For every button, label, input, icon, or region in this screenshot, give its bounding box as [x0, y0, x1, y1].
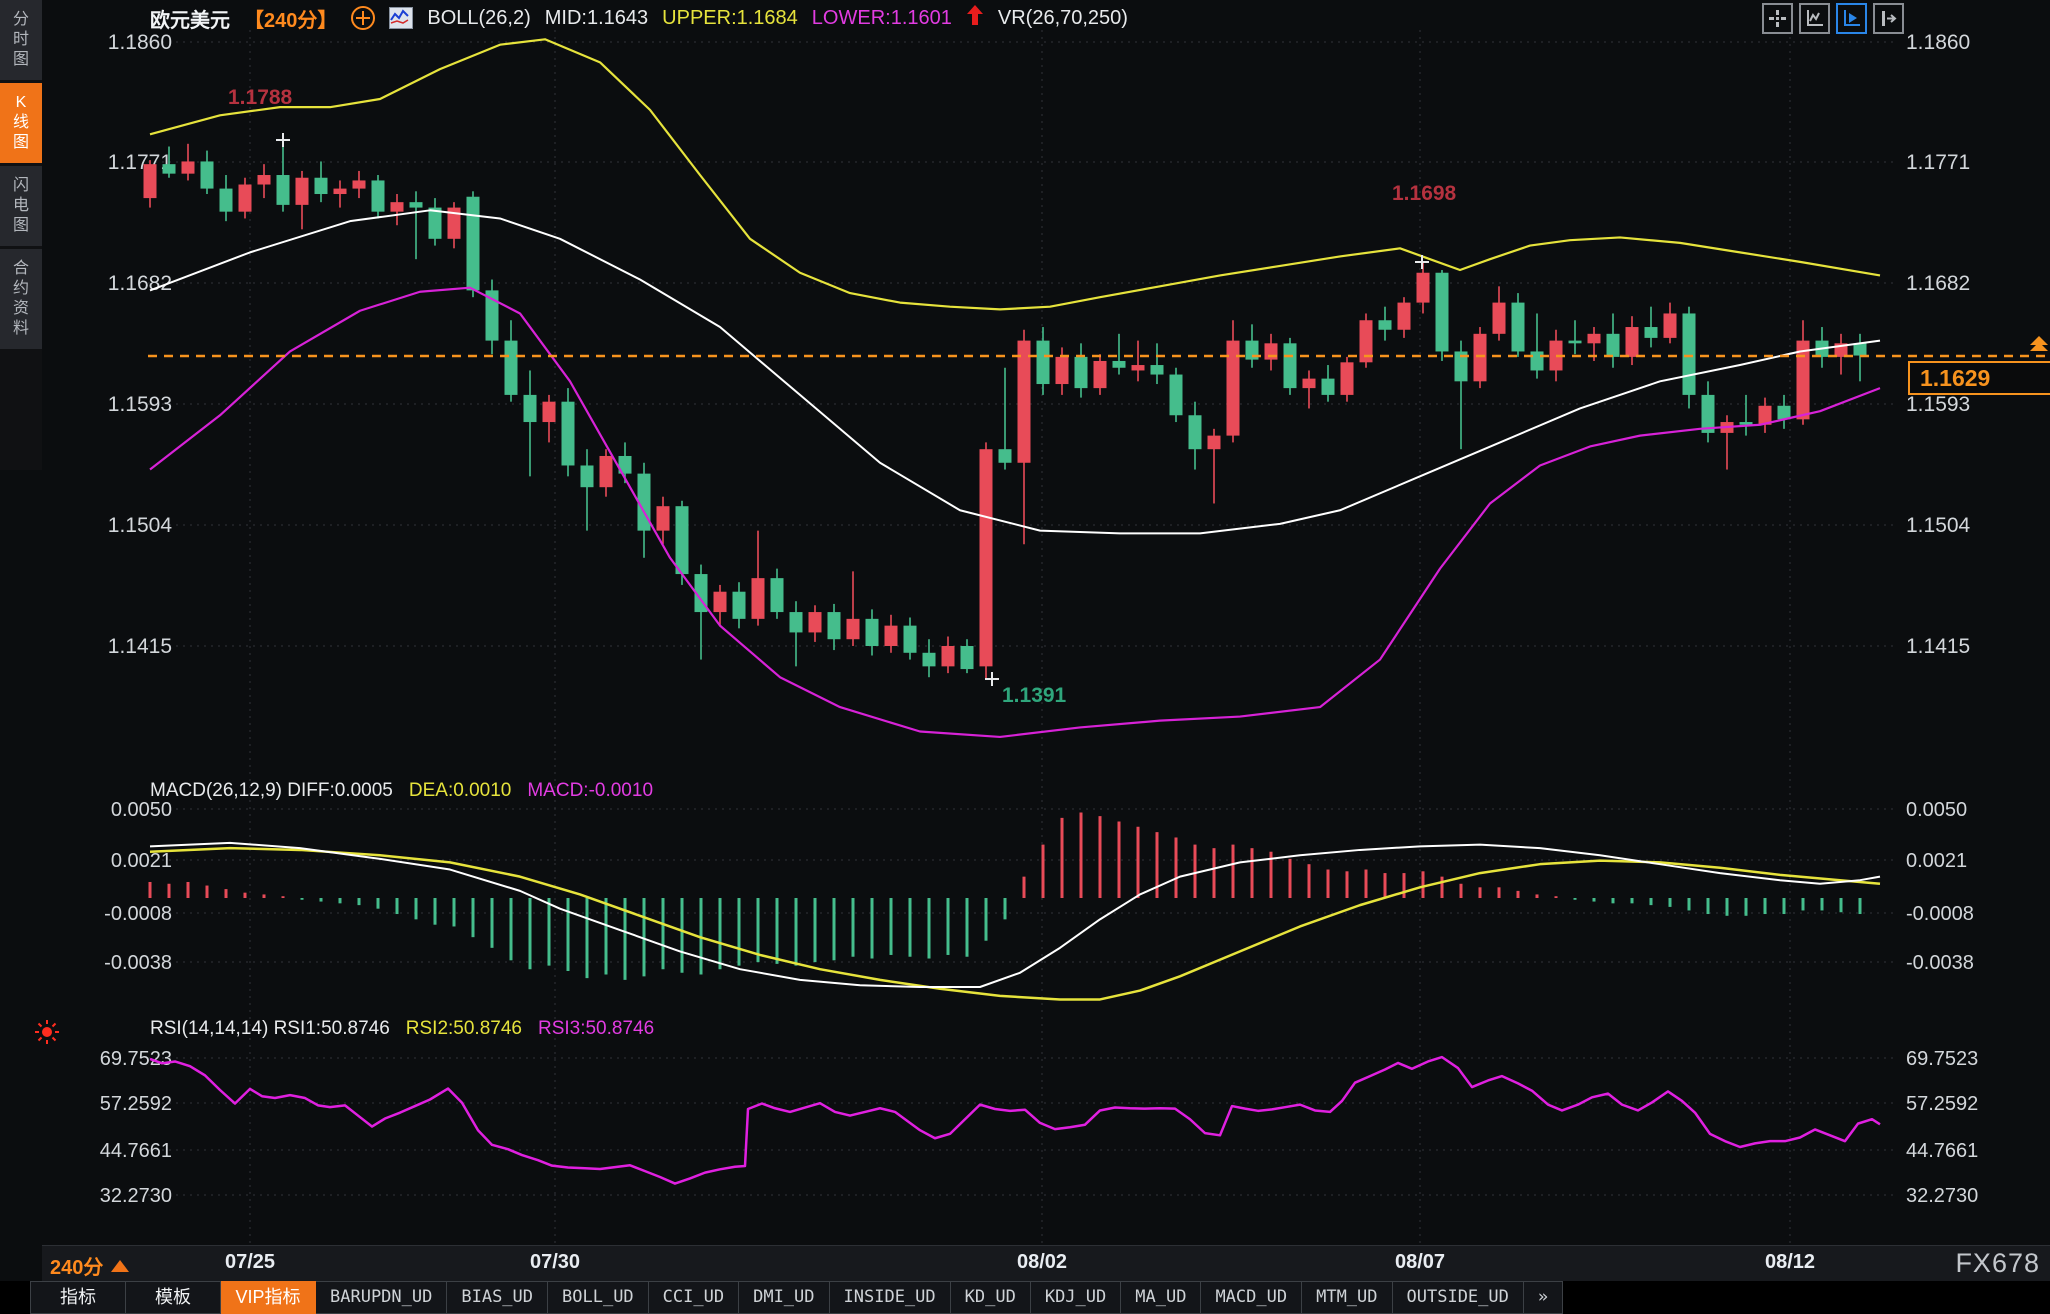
axis-label-left: 57.2592	[100, 1093, 172, 1115]
tab-mtm_ud[interactable]: MTM_UD	[1302, 1281, 1393, 1314]
axis-label-left: 1.1682	[108, 272, 172, 295]
axis-label-left: 0.0050	[111, 799, 172, 821]
axis-label-right: 1.1504	[1906, 514, 1971, 537]
interval-up-triangle-icon	[111, 1259, 130, 1272]
chart-header: 欧元美元 【240分】 BOLL(26,2) MID:1.1643 UPPER:…	[150, 4, 1128, 32]
tab-dmi_ud[interactable]: DMI_UD	[739, 1281, 830, 1314]
current-price-tag: 1.1629	[1908, 361, 2050, 395]
rsi2-value: RSI2:50.8746	[405, 1018, 522, 1039]
axis-label-left: -0.0038	[104, 952, 172, 974]
boll-lower-value: LOWER:1.1601	[811, 6, 952, 29]
tab-kd_ud[interactable]: KD_UD	[950, 1281, 1031, 1314]
macd-hist-value: MACD:-0.0010	[527, 780, 654, 801]
time-axis: 240分 07/25 07/30 08/02 08/07 08/12	[42, 1245, 2050, 1282]
axis-label-right: 57.2592	[1906, 1093, 1978, 1115]
add-circle-icon[interactable]	[351, 6, 376, 30]
axis-label-left: 32.2730	[100, 1185, 172, 1207]
axis-label-left: 1.1504	[108, 514, 173, 537]
axis-label-right: 69.7523	[1906, 1048, 1978, 1070]
price-annotation: 1.1391	[1002, 684, 1067, 707]
tab-barupdn_ud[interactable]: BARUPDN_UD	[316, 1281, 448, 1314]
tab-ma_ud[interactable]: MA_UD	[1121, 1281, 1202, 1314]
record-dot-icon	[34, 1019, 60, 1050]
axis-label-right: 32.2730	[1906, 1185, 1978, 1207]
tab-bias_ud[interactable]: BIAS_UD	[447, 1281, 549, 1314]
macd-dea-value: DEA:0.0010	[408, 780, 512, 801]
date-label: 07/25	[224, 1251, 276, 1273]
rsi3-value: RSI3:50.8746	[537, 1018, 655, 1039]
boll-label: BOLL(26,2)	[427, 6, 531, 29]
axis-label-right: -0.0038	[1906, 952, 1974, 974]
boll-upper-value: UPPER:1.1684	[662, 6, 798, 29]
price-annotation: 1.1698	[1392, 182, 1457, 205]
axis-label-right: 1.1771	[1906, 151, 1970, 174]
tab-cci_ud[interactable]: CCI_UD	[648, 1281, 740, 1314]
up-arrow-icon	[966, 4, 984, 32]
axis-label-left: 1.1415	[108, 635, 172, 658]
sidebar-item-2[interactable]: 闪电图	[0, 166, 42, 246]
date-label: 08/07	[1394, 1251, 1446, 1273]
axis-zoom-icon[interactable]	[1799, 3, 1830, 34]
axis-shift-icon[interactable]	[1873, 3, 1904, 34]
axis-label-right: 1.1860	[1906, 31, 1970, 54]
axis-label-right: 1.1682	[1906, 272, 1970, 295]
rsi1-value: RSI(14,14,14) RSI1:50.8746	[150, 1018, 390, 1039]
macd-diff-value: MACD(26,12,9) DIFF:0.0005	[150, 780, 393, 801]
tab--[interactable]: 指标	[30, 1281, 126, 1314]
price-annotation: 1.1788	[228, 86, 293, 109]
sidebar-item-3[interactable]: 合约资料	[0, 249, 42, 349]
tab--[interactable]: 模板	[126, 1281, 221, 1314]
sidebar-item-0[interactable]: 分时图	[0, 0, 42, 80]
interval-selector[interactable]: 240分	[50, 1251, 130, 1280]
symbol-title: 欧元美元	[150, 9, 230, 32]
tab-outside_ud[interactable]: OUTSIDE_UD	[1392, 1281, 1524, 1314]
date-label: 08/12	[1764, 1251, 1816, 1273]
tab--[interactable]: »	[1523, 1281, 1564, 1314]
tab-kdj_ud[interactable]: KDJ_UD	[1030, 1281, 1122, 1314]
axis-label-left: 69.7523	[100, 1048, 172, 1070]
date-label: 08/02	[1016, 1251, 1068, 1273]
pan-cross-icon[interactable]	[1762, 3, 1793, 34]
axis-label-left: 1.1860	[108, 31, 172, 54]
mini-chart-icon[interactable]	[389, 7, 414, 29]
axis-label-right: 0.0021	[1906, 850, 1967, 872]
axis-label-left: 1.1771	[108, 151, 172, 174]
axis-label-right: 1.1593	[1906, 393, 1970, 416]
chart-toolbar	[1762, 3, 1904, 34]
boll-mid-value: MID:1.1643	[544, 6, 649, 29]
tab-macd_ud[interactable]: MACD_UD	[1201, 1281, 1303, 1314]
interval-text: 240分	[50, 1257, 104, 1279]
axis-label-left: 0.0021	[111, 850, 172, 872]
date-label: 07/30	[529, 1251, 581, 1273]
axis-label-left: 1.1593	[108, 393, 172, 416]
axis-label-right: 0.0050	[1906, 799, 1967, 821]
axis-label-left: 44.7661	[100, 1140, 172, 1162]
tab-inside_ud[interactable]: INSIDE_UD	[829, 1281, 951, 1314]
scroll-to-latest-icon[interactable]	[2028, 336, 2050, 358]
axis-label-right: 44.7661	[1906, 1140, 1978, 1162]
brand-watermark: FX678	[1955, 1248, 2040, 1278]
axis-label-left: -0.0008	[104, 903, 172, 925]
axis-play-icon[interactable]	[1836, 3, 1867, 34]
rsi-title: RSI(14,14,14) RSI1:50.8746 RSI2:50.8746 …	[150, 1018, 654, 1040]
vr-label: VR(26,70,250)	[997, 6, 1128, 29]
tab-vip-[interactable]: VIP指标	[221, 1281, 316, 1314]
axis-label-right: -0.0008	[1906, 903, 1974, 925]
interval-badge[interactable]: 【240分】	[244, 9, 338, 32]
indicator-tabbar: 指标 模板 VIP指标 BARUPDN_UD BIAS_UD BOLL_UD CCI_UD D…	[0, 1281, 2050, 1314]
tab-boll_ud[interactable]: BOLL_UD	[548, 1281, 649, 1314]
macd-title: MACD(26,12,9) DIFF:0.0005 DEA:0.0010 MAC…	[150, 780, 653, 802]
axis-label-right: 1.1415	[1906, 635, 1970, 658]
